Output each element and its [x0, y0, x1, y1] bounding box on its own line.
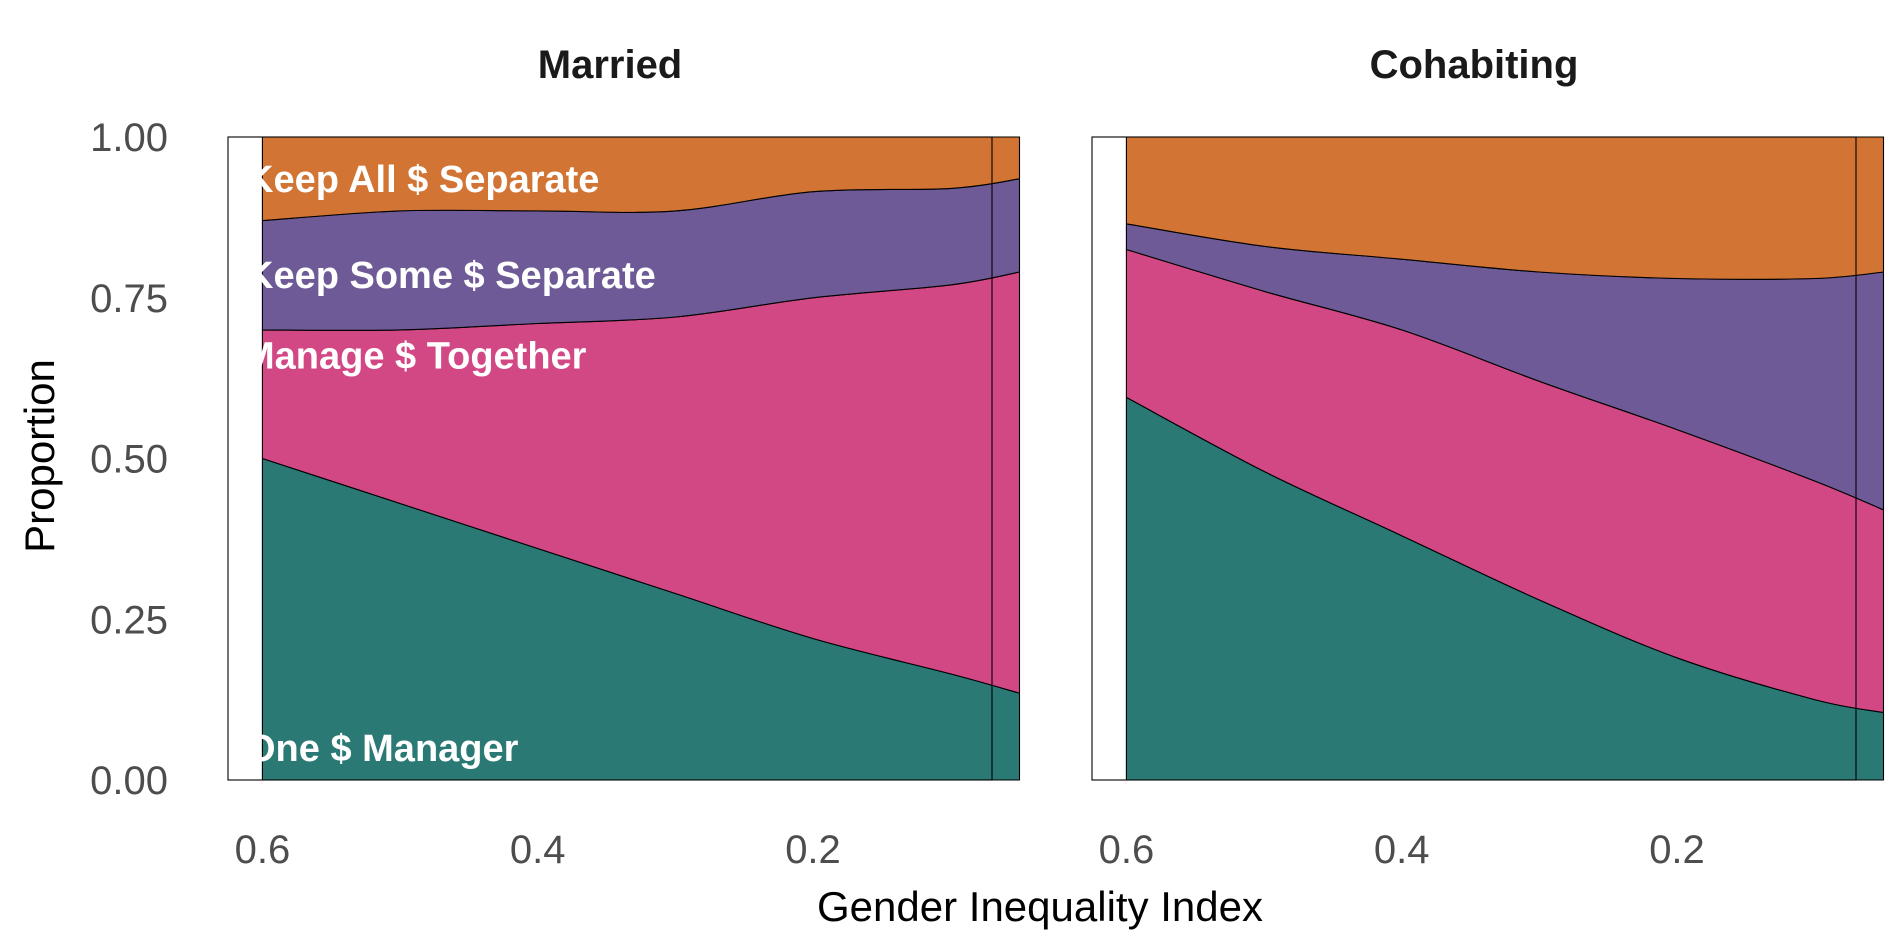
x-axis-title: Gender Inequality Index	[817, 883, 1263, 930]
panel-married: Married One $ Manager Manage $ Together Kee…	[227, 43, 1021, 872]
x-tick-label: 0.6	[1099, 828, 1155, 872]
area-label-keep-some-separate: Keep Some $ Separate	[246, 255, 656, 297]
panel-cohabiting: Cohabiting 0.6 0.4 0.2	[1091, 43, 1885, 872]
x-tick-label: 0.2	[785, 828, 841, 872]
panel-title: Married	[538, 43, 683, 87]
y-tick-label: 1.00	[90, 116, 168, 160]
x-axis-ticks: 0.6 0.4 0.2	[235, 828, 841, 872]
series-areas	[261, 136, 1021, 781]
y-axis-title: Proportion	[16, 359, 63, 553]
area-label-keep-all-separate: Keep All $ Separate	[246, 159, 599, 201]
x-tick-label: 0.6	[235, 828, 291, 872]
y-tick-label: 0.25	[90, 598, 168, 642]
area-label-manage-together: Manage $ Together	[243, 336, 587, 378]
panel-title: Cohabiting	[1370, 43, 1579, 87]
y-tick-label: 0.00	[90, 759, 168, 803]
x-tick-label: 0.4	[1374, 828, 1430, 872]
y-tick-label: 0.75	[90, 277, 168, 321]
chart-panels: 0.00 0.25 0.50 0.75 1.00 Married One $ Manager…	[90, 43, 1885, 872]
x-tick-label: 0.2	[1649, 828, 1705, 872]
series-areas	[1125, 136, 1885, 781]
x-tick-label: 0.4	[510, 828, 566, 872]
y-axis-ticks: 0.00 0.25 0.50 0.75 1.00	[90, 116, 168, 803]
x-axis-ticks: 0.6 0.4 0.2	[1099, 828, 1705, 872]
area-label-one-manager: One $ Manager	[246, 728, 519, 770]
y-tick-label: 0.50	[90, 438, 168, 482]
panel-border	[1091, 136, 1857, 781]
panel-border	[227, 136, 993, 781]
